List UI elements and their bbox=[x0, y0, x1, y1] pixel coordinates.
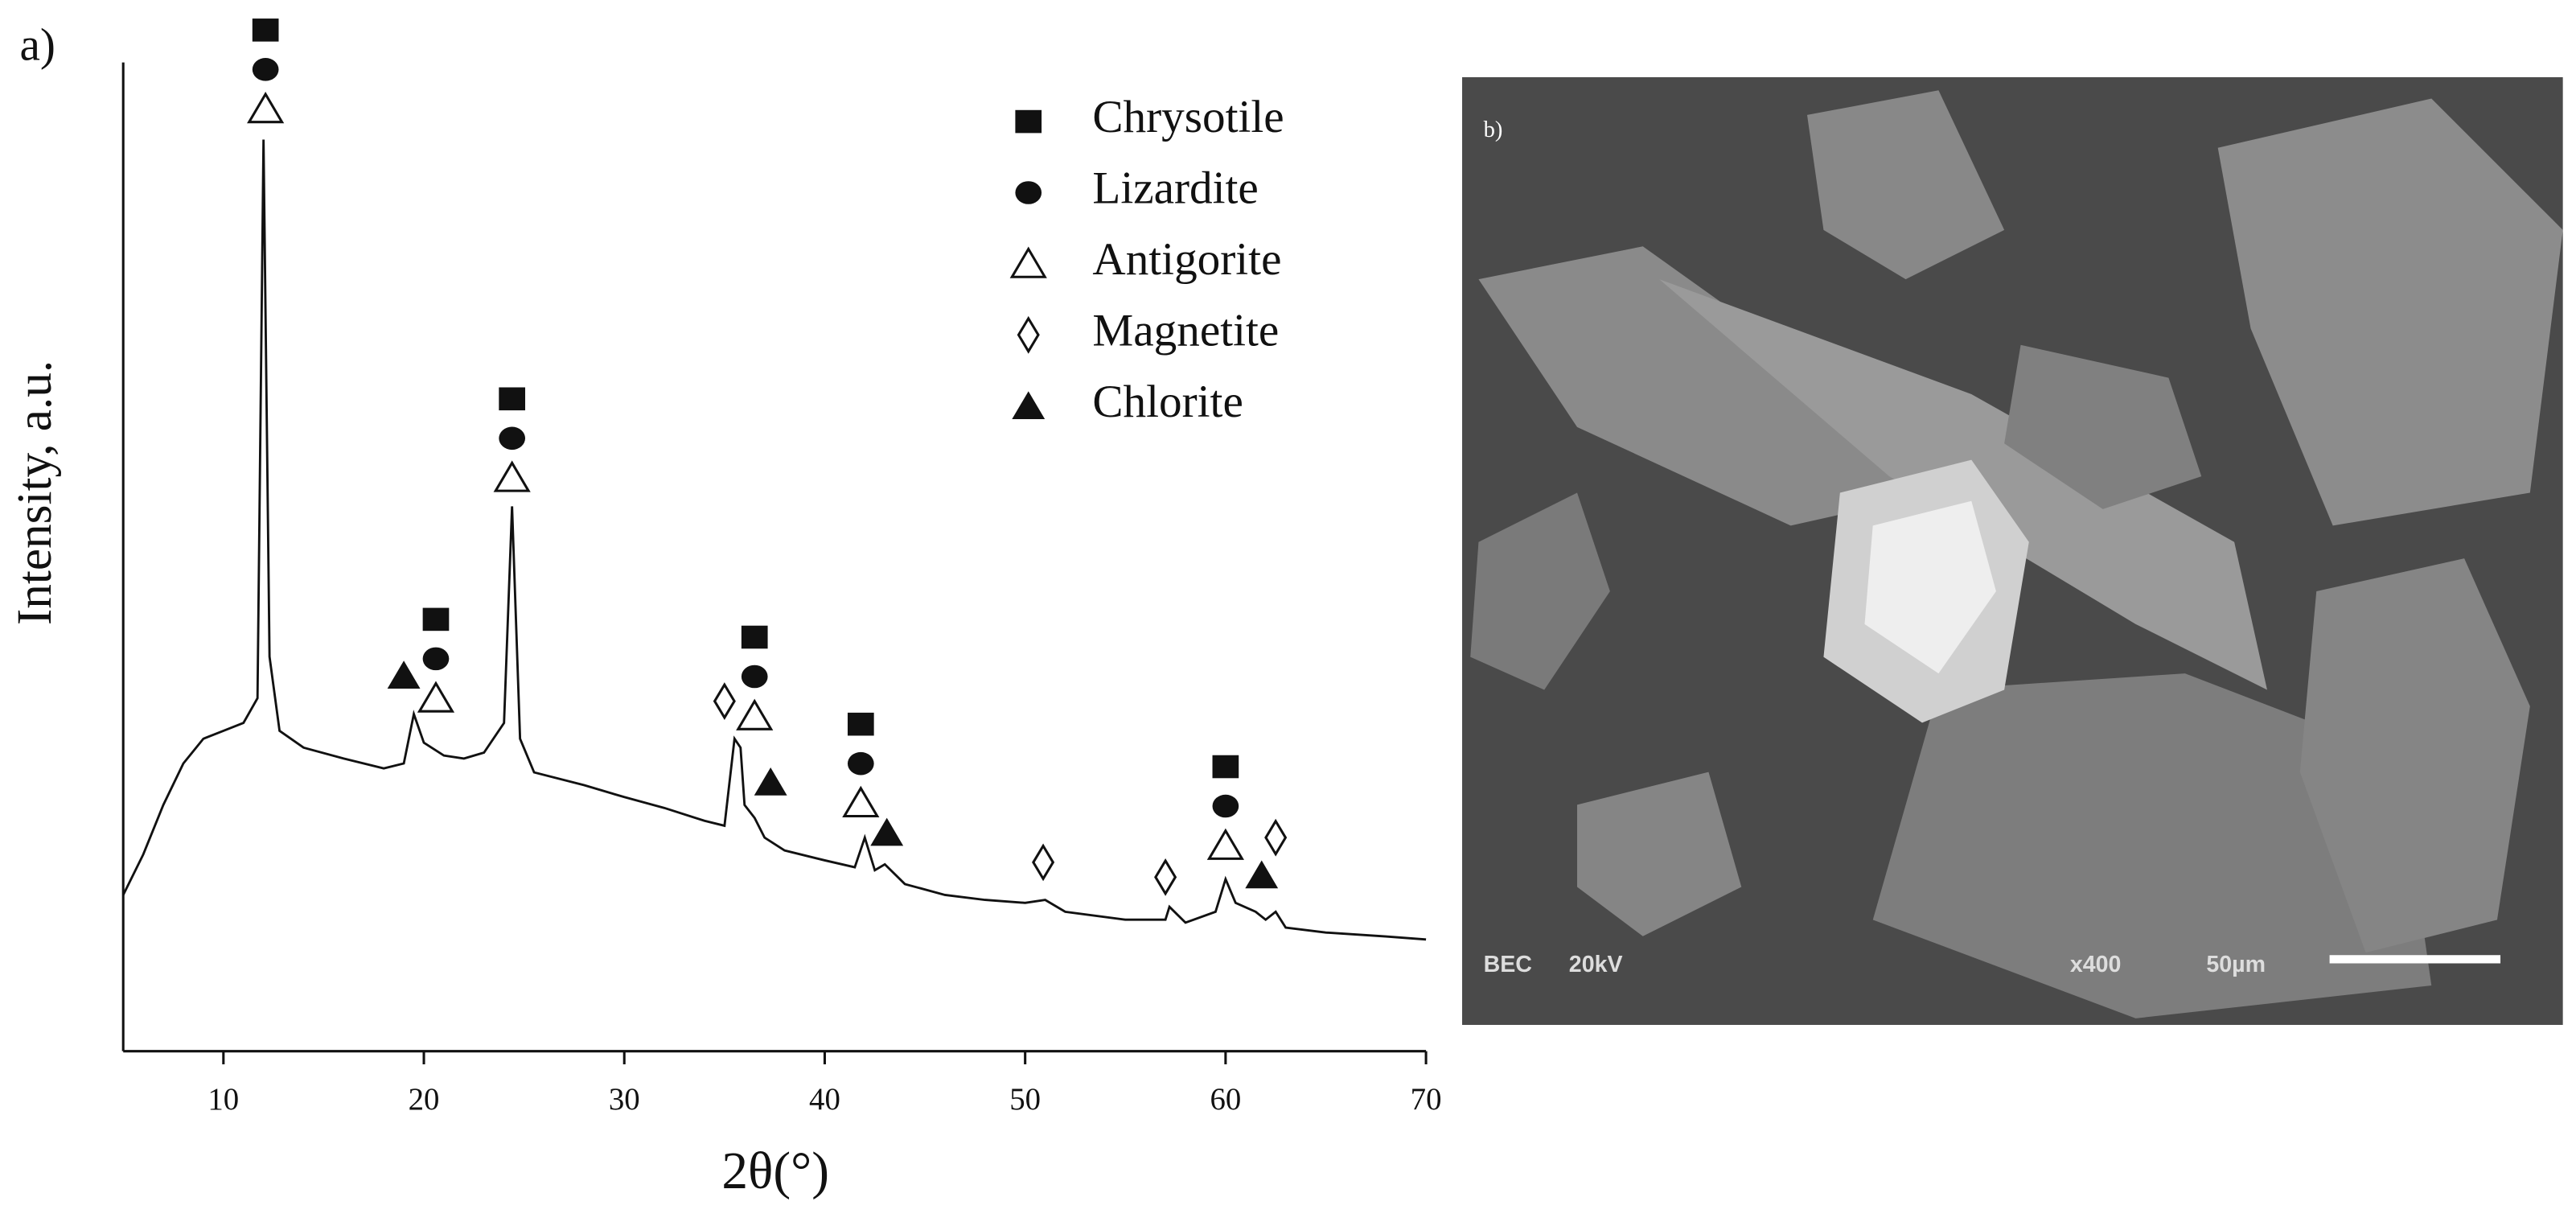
x-tick-label: 40 bbox=[809, 1082, 840, 1117]
xrd-line bbox=[121, 139, 1427, 941]
diamond-symbol bbox=[1264, 818, 1288, 857]
sem-label: 20kV bbox=[1569, 952, 1623, 977]
x-tick-label: 60 bbox=[1210, 1082, 1241, 1117]
circle-symbol bbox=[741, 664, 768, 689]
triangle-symbol bbox=[1206, 828, 1244, 860]
sem-label: BEC bbox=[1484, 952, 1532, 977]
particle bbox=[1478, 246, 1939, 526]
x-axis-label: 2θ(°) bbox=[721, 1142, 829, 1200]
triangle-symbol bbox=[842, 785, 880, 818]
legend-label: Lizardite bbox=[1092, 163, 1258, 214]
triangle-symbol bbox=[754, 767, 787, 796]
square-symbol bbox=[422, 607, 450, 632]
square-symbol bbox=[741, 625, 768, 649]
triangle-symbol bbox=[417, 681, 455, 713]
x-tick-label: 70 bbox=[1411, 1082, 1442, 1117]
panel-label: b) bbox=[1484, 117, 1503, 142]
particle bbox=[2004, 344, 2202, 509]
triangle-symbol bbox=[870, 817, 904, 846]
particle bbox=[2299, 558, 2530, 953]
particle bbox=[1872, 673, 2432, 1018]
triangle-symbol bbox=[247, 91, 285, 124]
x-tick-label: 10 bbox=[207, 1082, 239, 1117]
diamond-symbol bbox=[713, 682, 736, 720]
particle bbox=[1807, 90, 2005, 280]
triangle-symbol bbox=[1245, 860, 1279, 889]
legend-symbol bbox=[1015, 109, 1042, 134]
diamond-symbol bbox=[1154, 858, 1177, 896]
square-symbol bbox=[252, 19, 279, 42]
legend-label: Chlorite bbox=[1092, 376, 1243, 427]
square-symbol bbox=[1212, 755, 1239, 779]
legend-label: Magnetite bbox=[1092, 305, 1279, 356]
particle bbox=[2217, 98, 2563, 526]
circle-symbol bbox=[847, 751, 874, 776]
x-tick-label: 50 bbox=[1009, 1082, 1041, 1117]
square-symbol bbox=[847, 712, 874, 736]
triangle-symbol bbox=[736, 698, 774, 730]
legend-symbol bbox=[1015, 181, 1042, 204]
sem-label: 50µm bbox=[2206, 952, 2266, 977]
square-symbol bbox=[499, 387, 526, 411]
y-axis-label: Intensity, a.u. bbox=[7, 360, 62, 625]
x-tick-label: 30 bbox=[609, 1082, 640, 1117]
diamond-symbol bbox=[1032, 843, 1055, 882]
sem-image: b) BEC 20kV x400 50µm bbox=[1462, 76, 2563, 1025]
circle-symbol bbox=[499, 426, 526, 451]
particle bbox=[1577, 771, 1742, 936]
legend-symbol bbox=[1012, 391, 1046, 420]
triangle-symbol bbox=[387, 660, 421, 689]
x-tick-label: 20 bbox=[409, 1082, 440, 1117]
legend-label: Antigorite bbox=[1092, 234, 1281, 285]
legend-symbol bbox=[1009, 246, 1047, 278]
circle-symbol bbox=[252, 58, 279, 81]
legend-symbol bbox=[1017, 315, 1040, 354]
triangle-symbol bbox=[493, 460, 531, 492]
sem-label: x400 bbox=[2070, 952, 2122, 977]
particle bbox=[1470, 492, 1610, 690]
circle-symbol bbox=[422, 647, 450, 671]
circle-symbol bbox=[1212, 794, 1239, 818]
panel-label: a) bbox=[20, 19, 55, 70]
bright-particle bbox=[1864, 500, 1996, 674]
legend-label: Chrysotile bbox=[1092, 92, 1284, 142]
